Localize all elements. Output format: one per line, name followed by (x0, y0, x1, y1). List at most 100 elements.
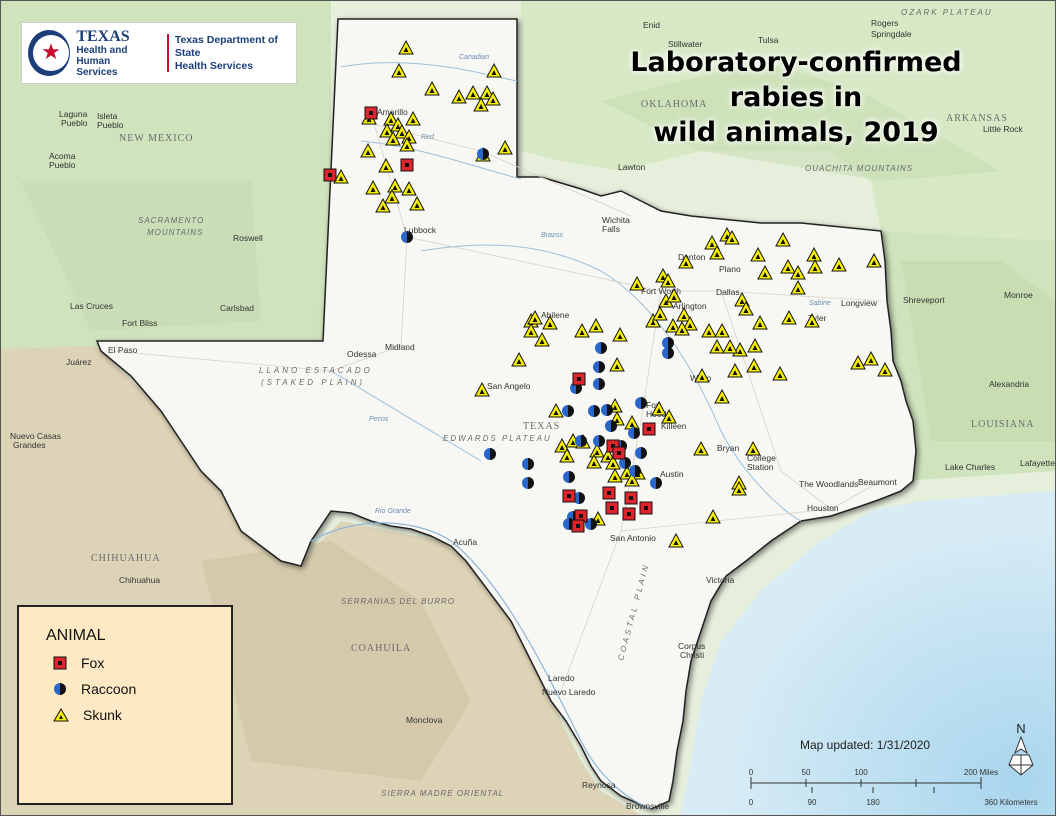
raccoon-marker[interactable] (629, 465, 641, 477)
skunk-marker[interactable] (750, 246, 766, 262)
skunk-marker[interactable] (722, 338, 738, 354)
skunk-marker[interactable] (486, 62, 502, 78)
skunk-marker[interactable] (745, 440, 761, 456)
skunk-marker[interactable] (772, 365, 788, 381)
raccoon-marker[interactable] (563, 471, 575, 483)
raccoon-marker[interactable] (522, 477, 534, 489)
skunk-marker[interactable] (387, 177, 403, 193)
skunk-marker[interactable] (548, 402, 564, 418)
fox-marker[interactable] (602, 486, 616, 500)
skunk-marker[interactable] (668, 532, 684, 548)
skunk-marker[interactable] (624, 471, 640, 487)
raccoon-marker[interactable] (593, 361, 605, 373)
fox-marker[interactable] (400, 158, 414, 172)
skunk-marker[interactable] (665, 317, 681, 333)
skunk-marker[interactable] (804, 312, 820, 328)
raccoon-marker[interactable] (575, 435, 587, 447)
skunk-marker[interactable] (694, 367, 710, 383)
fox-marker[interactable] (572, 372, 586, 386)
skunk-marker[interactable] (738, 300, 754, 316)
raccoon-marker[interactable] (593, 378, 605, 390)
skunk-marker[interactable] (693, 440, 709, 456)
skunk-marker[interactable] (746, 357, 762, 373)
skunk-marker[interactable] (709, 244, 725, 260)
skunk-marker[interactable] (651, 400, 667, 416)
skunk-marker[interactable] (660, 272, 676, 288)
skunk-marker[interactable] (409, 195, 425, 211)
skunk-marker[interactable] (666, 287, 682, 303)
skunk-marker[interactable] (807, 258, 823, 274)
skunk-marker[interactable] (678, 253, 694, 269)
skunk-marker[interactable] (652, 305, 668, 321)
skunk-marker[interactable] (790, 279, 806, 295)
skunk-marker[interactable] (676, 306, 692, 322)
fox-marker[interactable] (364, 106, 378, 120)
skunk-marker[interactable] (473, 96, 489, 112)
skunk-marker[interactable] (391, 62, 407, 78)
skunk-marker[interactable] (863, 350, 879, 366)
raccoon-marker[interactable] (522, 458, 534, 470)
skunk-marker[interactable] (405, 110, 421, 126)
fox-marker[interactable] (562, 489, 576, 503)
skunk-marker[interactable] (752, 314, 768, 330)
skunk-marker[interactable] (747, 337, 763, 353)
raccoon-marker[interactable] (601, 404, 613, 416)
skunk-marker[interactable] (398, 39, 414, 55)
skunk-marker[interactable] (588, 317, 604, 333)
skunk-marker[interactable] (605, 454, 621, 470)
raccoon-marker[interactable] (401, 231, 413, 243)
skunk-marker[interactable] (474, 381, 490, 397)
skunk-marker[interactable] (394, 123, 410, 139)
skunk-marker[interactable] (497, 139, 513, 155)
skunk-marker[interactable] (780, 258, 796, 274)
skunk-marker[interactable] (757, 264, 773, 280)
raccoon-marker[interactable] (662, 347, 674, 359)
skunk-marker[interactable] (612, 326, 628, 342)
skunk-marker[interactable] (554, 437, 570, 453)
skunk-marker[interactable] (724, 229, 740, 245)
skunk-marker[interactable] (559, 447, 575, 463)
fox-marker[interactable] (639, 501, 653, 515)
raccoon-marker[interactable] (662, 337, 674, 349)
skunk-marker[interactable] (661, 408, 677, 424)
skunk-marker[interactable] (727, 362, 743, 378)
skunk-marker[interactable] (589, 442, 605, 458)
skunk-marker[interactable] (375, 197, 391, 213)
skunk-marker[interactable] (534, 331, 550, 347)
raccoon-marker[interactable] (635, 447, 647, 459)
skunk-marker[interactable] (731, 480, 747, 496)
skunk-marker[interactable] (399, 136, 415, 152)
raccoon-marker[interactable] (477, 148, 489, 160)
skunk-marker[interactable] (701, 322, 717, 338)
skunk-marker[interactable] (831, 256, 847, 272)
skunk-marker[interactable] (401, 180, 417, 196)
skunk-marker[interactable] (629, 275, 645, 291)
skunk-marker[interactable] (877, 361, 893, 377)
skunk-marker[interactable] (365, 179, 381, 195)
raccoon-marker[interactable] (650, 477, 662, 489)
skunk-marker[interactable] (527, 309, 543, 325)
raccoon-marker[interactable] (619, 457, 631, 469)
skunk-marker[interactable] (607, 467, 623, 483)
raccoon-marker[interactable] (562, 405, 574, 417)
skunk-marker[interactable] (542, 314, 558, 330)
skunk-marker[interactable] (781, 309, 797, 325)
skunk-marker[interactable] (424, 80, 440, 96)
raccoon-marker[interactable] (595, 342, 607, 354)
skunk-marker[interactable] (511, 351, 527, 367)
skunk-marker[interactable] (609, 356, 625, 372)
raccoon-marker[interactable] (635, 397, 647, 409)
raccoon-marker[interactable] (588, 405, 600, 417)
fox-marker[interactable] (622, 507, 636, 521)
skunk-marker[interactable] (451, 88, 467, 104)
fox-marker[interactable] (323, 168, 337, 182)
skunk-marker[interactable] (790, 264, 806, 280)
skunk-marker[interactable] (714, 388, 730, 404)
raccoon-marker[interactable] (593, 435, 605, 447)
skunk-marker[interactable] (360, 142, 376, 158)
skunk-marker[interactable] (674, 320, 690, 336)
skunk-marker[interactable] (682, 315, 698, 331)
skunk-marker[interactable] (586, 453, 602, 469)
fox-marker[interactable] (642, 422, 656, 436)
